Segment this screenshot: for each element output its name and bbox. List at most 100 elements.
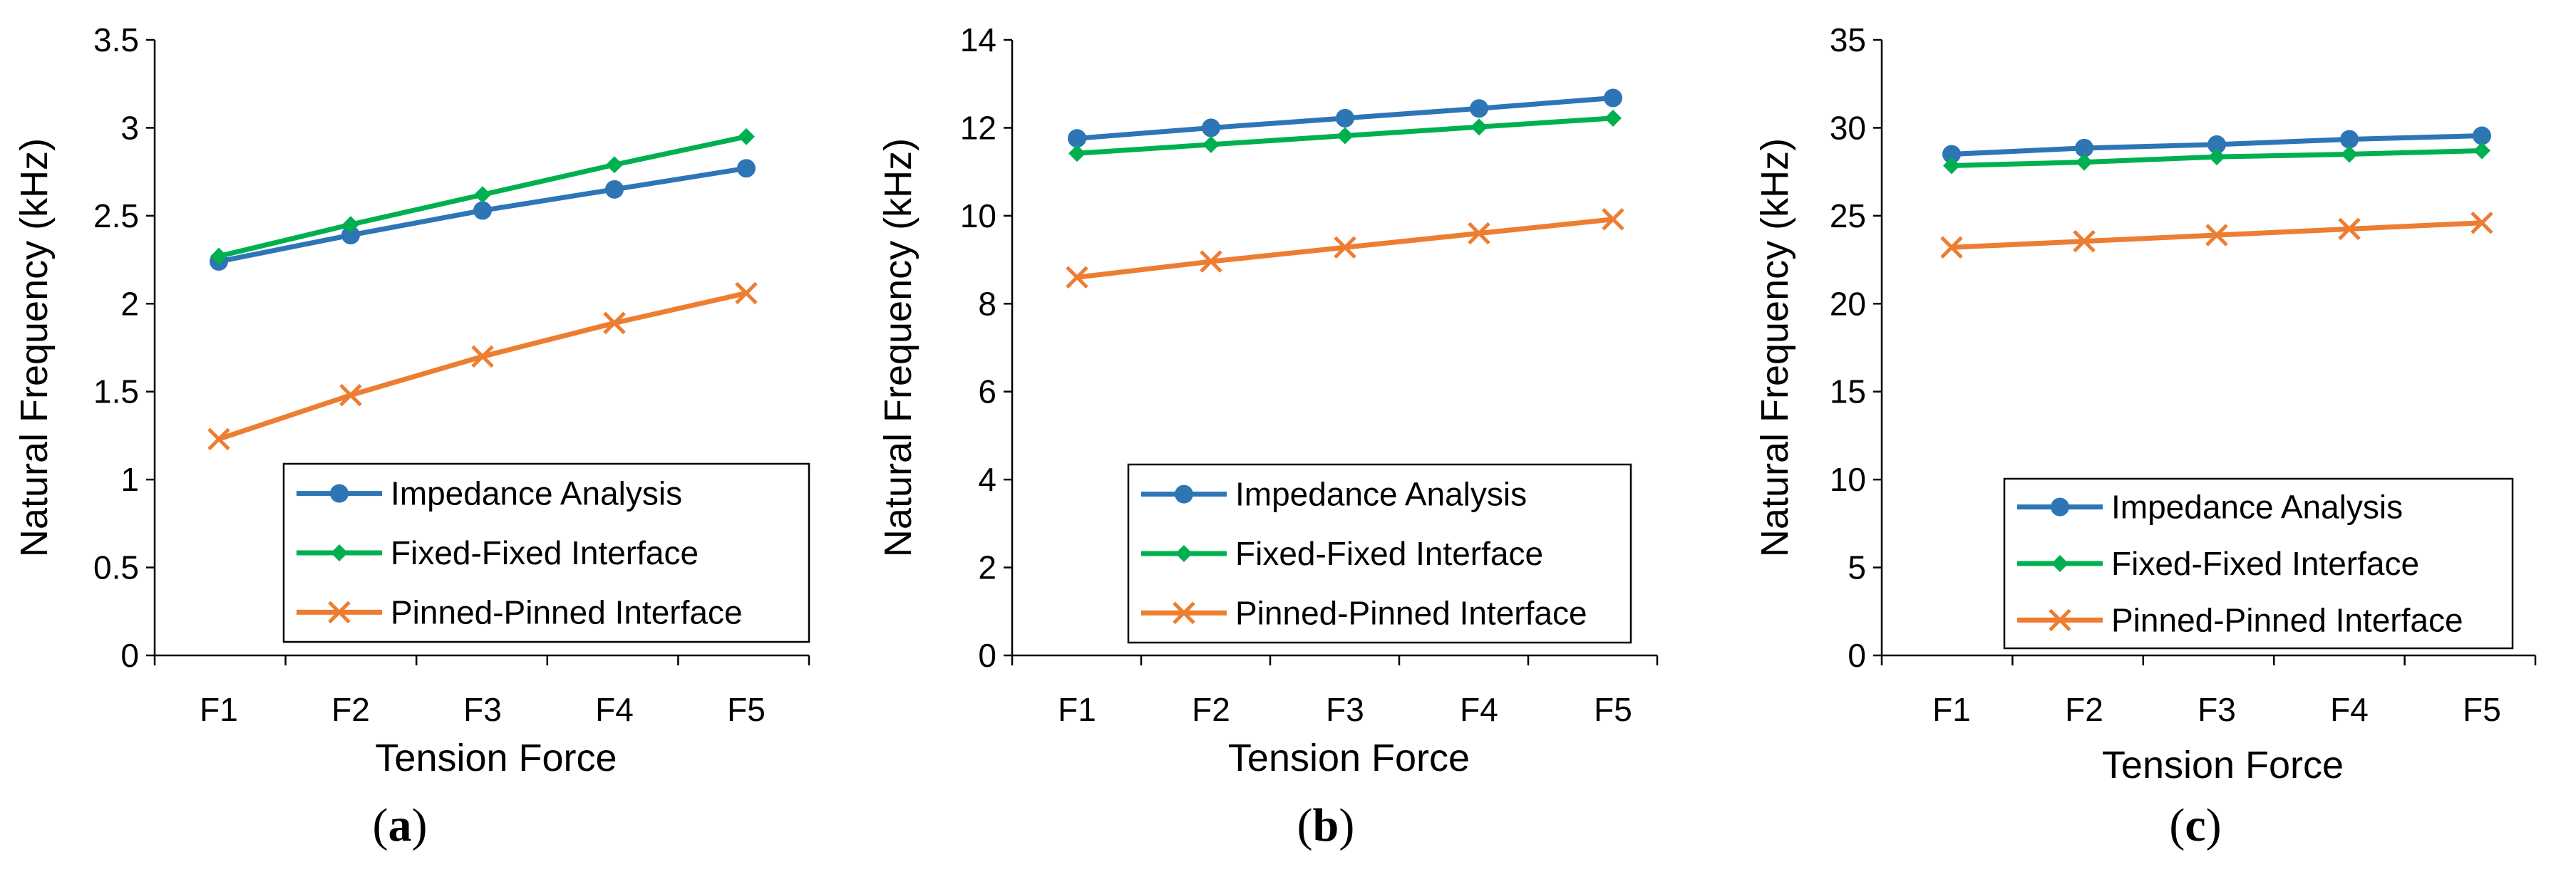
y-axis-title: Natural Frequency (kHz) [13, 138, 56, 557]
data-point [1940, 236, 1963, 259]
series-impedance-analysis [1942, 126, 2491, 164]
panel-label: (b) [1297, 799, 1355, 851]
data-point [339, 383, 362, 407]
legend-marker [328, 601, 351, 624]
x-tick-label: F2 [331, 691, 370, 728]
legend-marker [1173, 601, 1195, 625]
data-point [2208, 148, 2225, 166]
legend-marker [1175, 484, 1193, 504]
y-tick-label: 12 [960, 109, 996, 146]
x-tick-label: F2 [2065, 691, 2103, 728]
x-tick-label: F5 [2463, 691, 2501, 728]
legend-marker [1175, 545, 1192, 562]
series-impedance-analysis [1068, 88, 1622, 148]
x-tick-label: F1 [200, 691, 238, 728]
y-axis-title: Natural Frequency (kHz) [1753, 138, 1796, 557]
x-tick-label: F3 [2198, 691, 2236, 728]
y-tick-label: 1.5 [93, 373, 139, 410]
data-point [2341, 145, 2358, 163]
data-point [2205, 224, 2228, 246]
legend-label: Fixed-Fixed Interface [1235, 535, 1543, 572]
y-tick-label: 2.5 [93, 197, 139, 234]
legend-label: Pinned-Pinned Interface [1235, 594, 1587, 631]
panel-label-close-paren: ) [2206, 799, 2222, 851]
x-tick-label: F1 [1058, 691, 1096, 728]
y-tick-label: 20 [1830, 285, 1866, 322]
data-point [1604, 88, 1622, 108]
data-point [1068, 145, 1086, 162]
y-axis-title: Natural Frequency (kHz) [877, 138, 919, 557]
data-point [1470, 99, 1488, 118]
data-point [474, 186, 491, 204]
y-tick-label: 0 [1848, 637, 1866, 674]
series-line [217, 291, 747, 442]
data-point [471, 345, 494, 368]
data-point [2473, 142, 2490, 160]
legend: Impedance Analysis Fixed-Fixed Interface P… [282, 462, 810, 643]
data-point [1202, 135, 1220, 153]
y-tick-label: 2 [120, 285, 139, 322]
data-point [605, 180, 624, 199]
legend: Impedance Analysis Fixed-Fixed Interface P… [1127, 463, 1632, 644]
data-point [2076, 153, 2093, 171]
data-point [1470, 118, 1488, 136]
data-point [1068, 129, 1086, 148]
data-point [2207, 135, 2226, 154]
legend-marker [2051, 555, 2068, 572]
series-pinned-pinned-interface [1940, 211, 2493, 259]
panel-label-open-paren: ( [373, 799, 388, 851]
legend-marker [330, 484, 349, 503]
data-point [2340, 130, 2359, 149]
series-impedance-analysis [210, 159, 756, 271]
legend-label: Fixed-Fixed Interface [391, 534, 699, 571]
y-tick-label: 35 [1830, 21, 1866, 58]
panel-label-close-paren: ) [1339, 799, 1354, 851]
legend: Impedance Analysis Fixed-Fixed Interface P… [2003, 477, 2514, 650]
legend-label: Impedance Analysis [391, 475, 682, 512]
y-tick-label: 0 [978, 637, 996, 674]
x-tick-label: F5 [727, 691, 766, 728]
x-tick-label: F4 [1460, 691, 1498, 728]
x-tick-label: F3 [1326, 691, 1364, 728]
panel-label: (c) [2169, 799, 2221, 851]
y-tick-label: 10 [1830, 461, 1866, 498]
legend-marker [2051, 497, 2069, 517]
x-tick-label: F3 [463, 691, 502, 728]
panel-label-close-paren: ) [412, 799, 428, 851]
y-tick-label: 0.5 [93, 549, 139, 586]
y-tick-label: 5 [1848, 549, 1866, 586]
y-tick-label: 30 [1830, 109, 1866, 146]
y-tick-label: 3 [120, 109, 139, 146]
data-point [2073, 229, 2096, 253]
data-point [342, 216, 359, 234]
series-pinned-pinned-interface [1066, 208, 1624, 289]
y-tick-label: 25 [1830, 197, 1866, 234]
data-point [207, 427, 230, 451]
x-axis-title: Tension Force [2102, 744, 2344, 787]
data-point [473, 201, 492, 220]
data-point [1602, 208, 1624, 231]
data-point [2075, 138, 2093, 157]
data-point [2471, 211, 2493, 234]
chart-panel-c: 0 5 10 15 20 25 30 35 F1 F2 F3 F4 F5 Tension Force Nat… [1753, 21, 2537, 851]
y-tick-label: 8 [978, 285, 996, 322]
data-point [737, 159, 756, 178]
series-pinned-pinned-interface [207, 281, 758, 451]
x-axis-title: Tension Force [1228, 737, 1470, 779]
y-tick-label: 10 [960, 197, 996, 234]
y-tick-label: 0 [120, 637, 139, 674]
data-point [1604, 109, 1622, 127]
chart-panel-a: 0 0.5 1 1.5 2 2.5 3 3.5 F1 F2 F3 F4 F5 Tension Force N… [13, 21, 810, 851]
x-tick-label: F1 [1932, 691, 1971, 728]
data-point [1334, 236, 1356, 259]
data-point [341, 226, 360, 245]
y-tick-label: 15 [1830, 373, 1866, 410]
data-point [603, 311, 626, 335]
x-tick-label: F4 [595, 691, 634, 728]
series-fixed-fixed-interface [1068, 109, 1622, 162]
y-tick-label: 4 [978, 461, 996, 498]
panel-label-letter: b [1313, 799, 1339, 851]
x-axis-title: Tension Force [375, 737, 617, 779]
chart-panel-b: 0 2 4 6 8 10 12 14 F1 F2 F3 F4 F5 Tension Force Natura… [877, 21, 1659, 851]
